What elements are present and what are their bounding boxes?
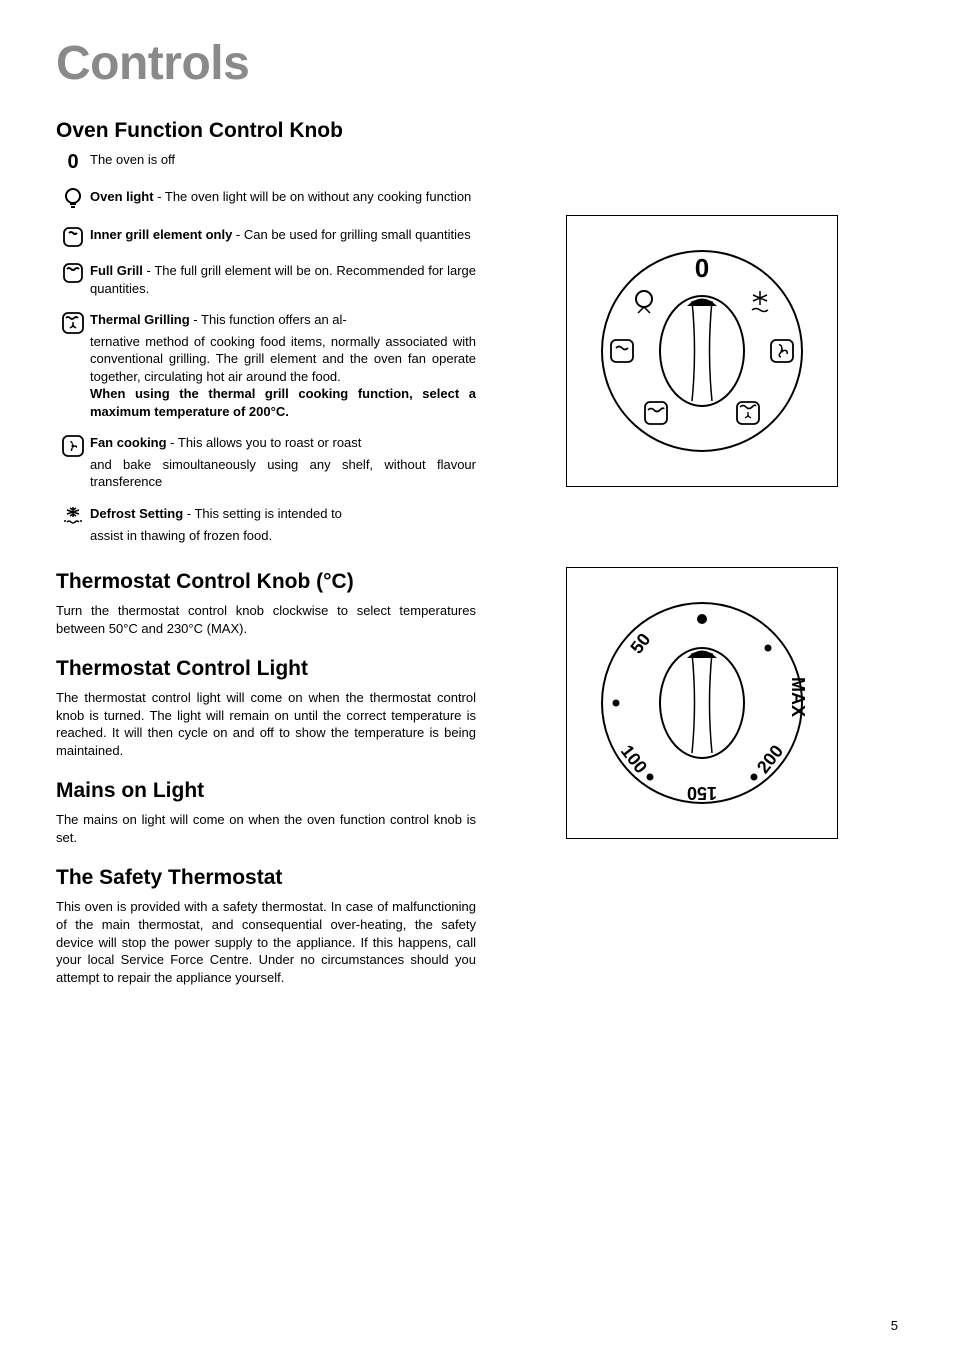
function-knob-illustration: 0	[566, 215, 838, 487]
thermostat-knob-illustration: 50 100 150 200 MAX	[566, 567, 838, 839]
svg-text:100: 100	[617, 741, 651, 777]
page-title: Controls	[56, 36, 898, 91]
full-grill-text: Full Grill - The full grill element will…	[90, 262, 476, 297]
thermo-knob-text: Turn the thermostat control knob clockwi…	[56, 602, 476, 637]
off-text: The oven is off	[90, 151, 476, 174]
section-heading-safety: The Safety Thermostat	[56, 866, 476, 890]
thermo-light-text: The thermostat control light will come o…	[56, 689, 476, 759]
section-heading-thermo-knob: Thermostat Control Knob (°C)	[56, 570, 476, 594]
section-heading-function-knob: Oven Function Control Knob	[56, 119, 476, 143]
page-number: 5	[891, 1318, 898, 1333]
light-text: Oven light - The oven light will be on w…	[90, 188, 476, 212]
thermal-grill-text: Thermal Grilling - This function offers …	[90, 311, 476, 420]
safety-text: This oven is provided with a safety ther…	[56, 898, 476, 986]
mains-text: The mains on light will come on when the…	[56, 811, 476, 846]
off-icon: 0	[67, 151, 78, 174]
inner-grill-text: Inner grill element only - Can be used f…	[90, 226, 476, 248]
svg-text:150: 150	[687, 783, 717, 803]
fan-icon	[61, 434, 85, 458]
light-icon	[64, 188, 82, 212]
svg-text:200: 200	[753, 741, 787, 777]
defrost-text: Defrost Setting - This setting is intend…	[90, 505, 476, 544]
svg-text:0: 0	[695, 253, 709, 283]
thermal-grill-icon	[61, 311, 85, 335]
section-heading-mains: Mains on Light	[56, 779, 476, 803]
fan-text: Fan cooking - This allows you to roast o…	[90, 434, 476, 491]
inner-grill-icon	[62, 226, 84, 248]
section-heading-thermo-light: Thermostat Control Light	[56, 657, 476, 681]
defrost-icon	[61, 505, 85, 525]
full-grill-icon	[62, 262, 84, 284]
svg-text:MAX: MAX	[788, 677, 808, 717]
